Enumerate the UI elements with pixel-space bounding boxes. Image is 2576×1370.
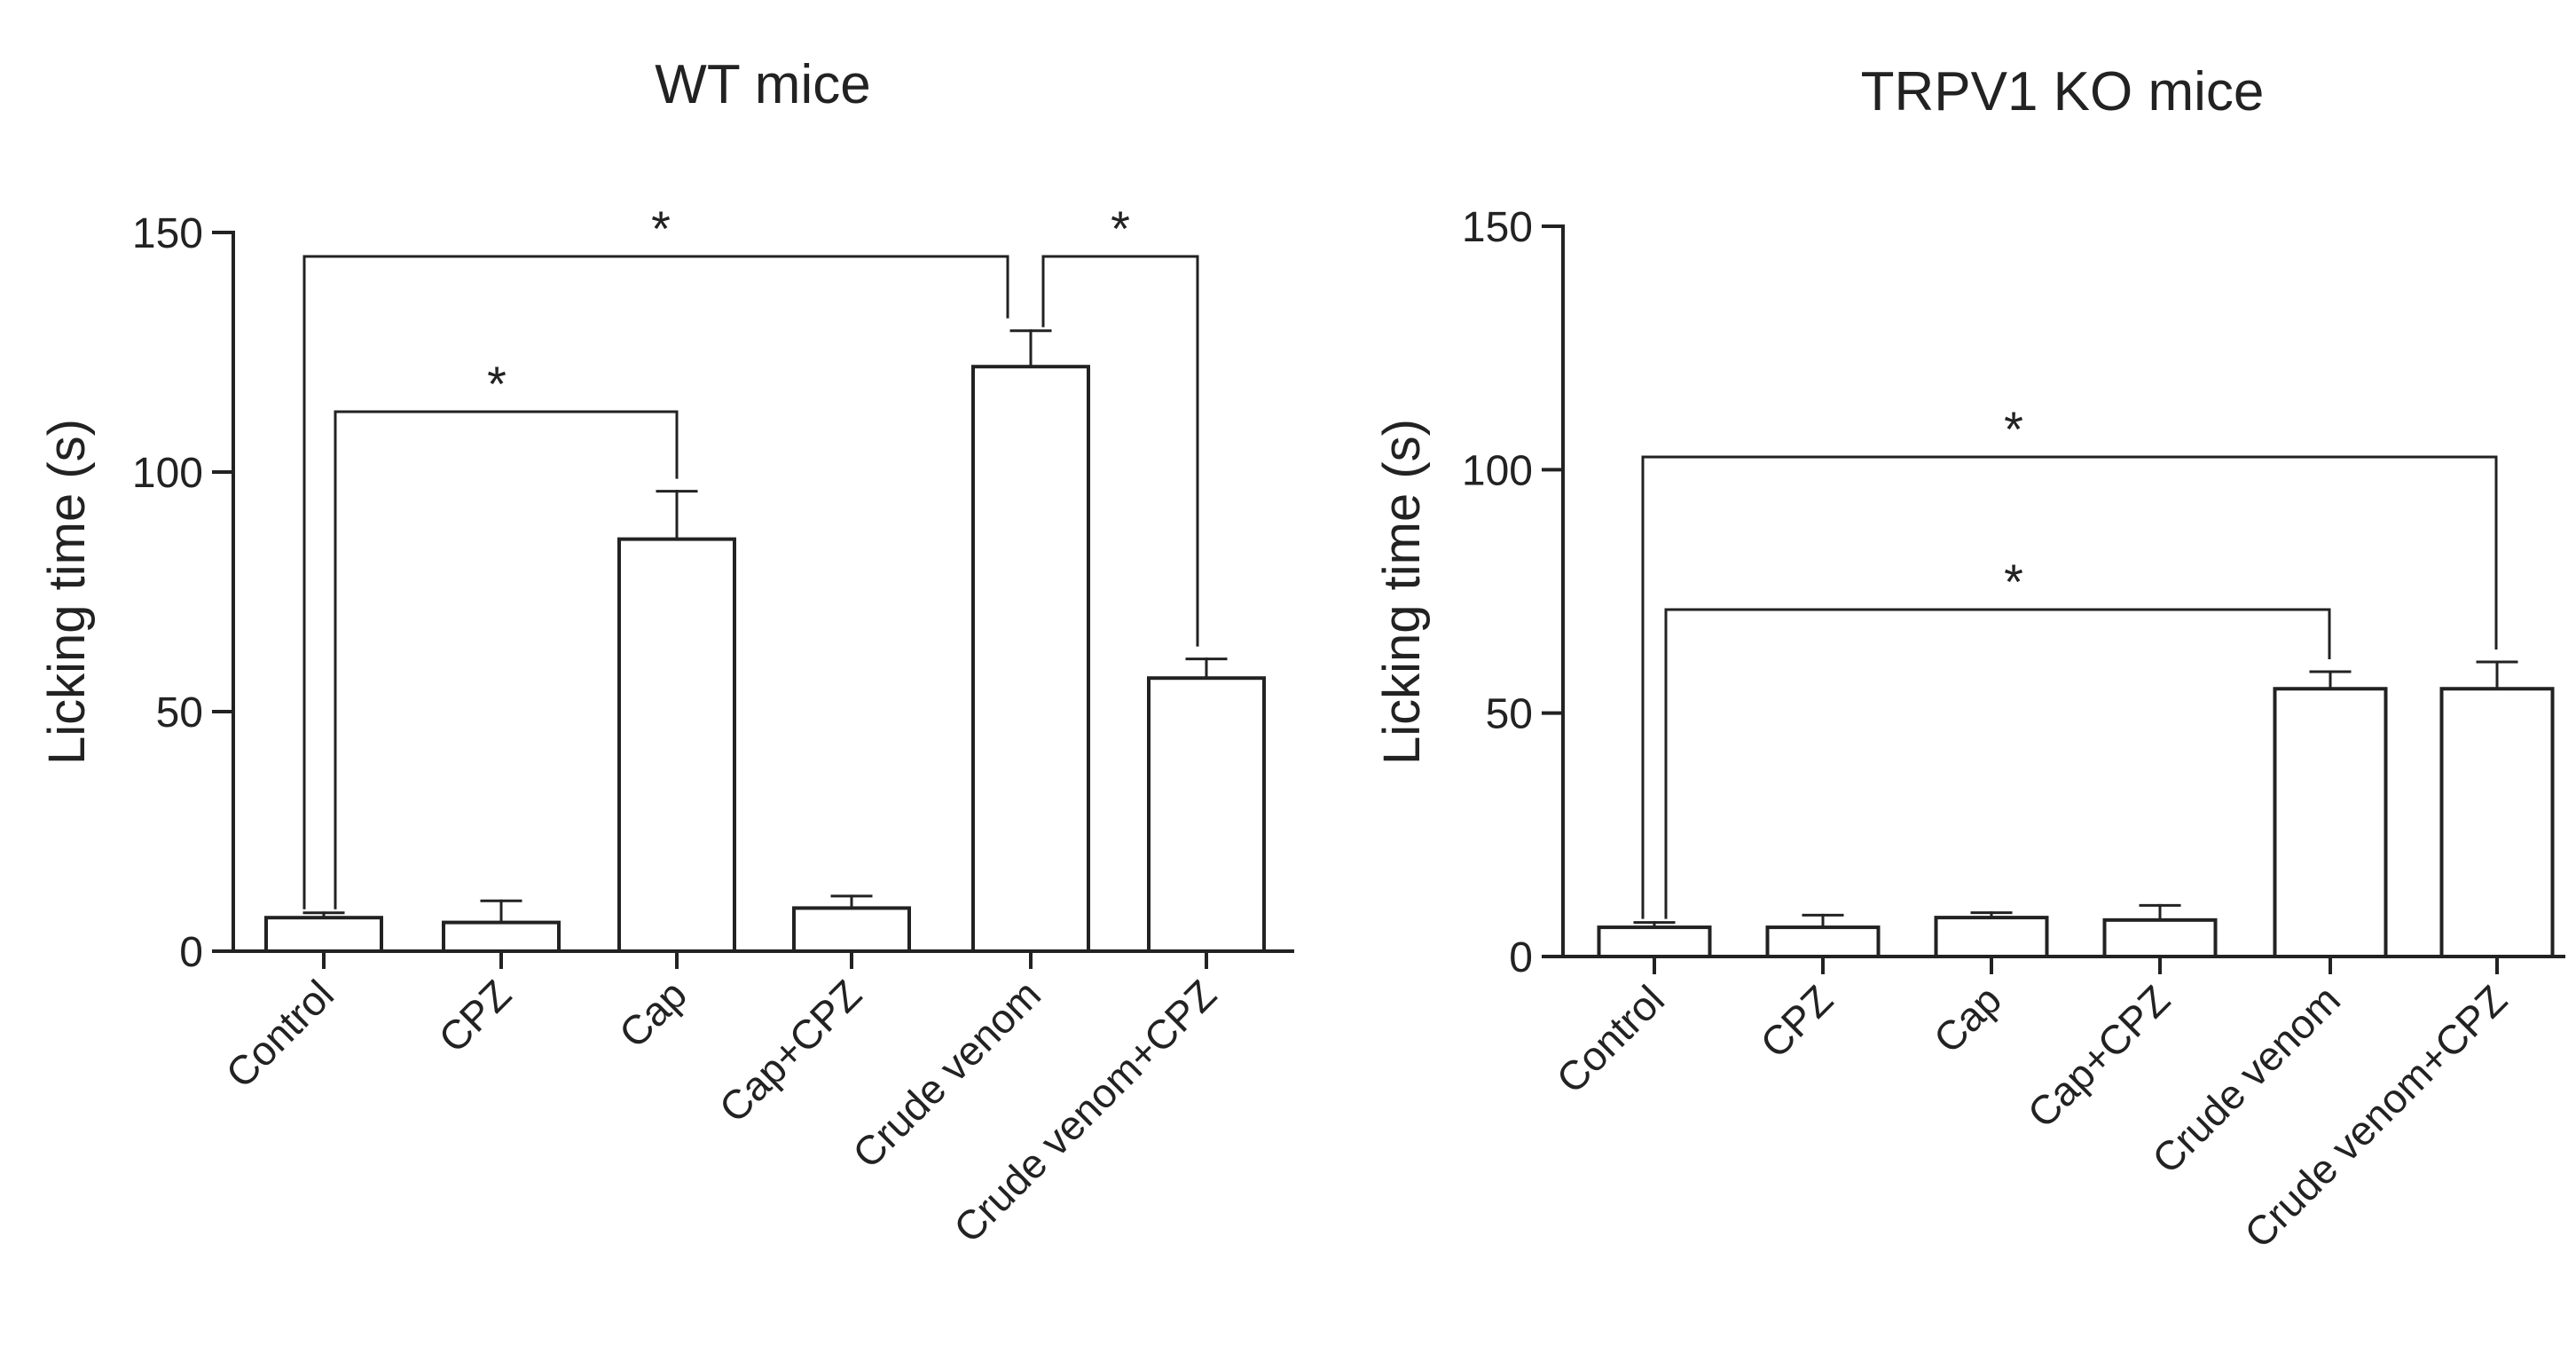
bar-crude-venom-cpz <box>2439 687 2555 958</box>
bar-crude-venom <box>2273 687 2388 958</box>
y-tick-label: 100 <box>1462 447 1533 494</box>
y-tick-label: 150 <box>132 210 203 257</box>
x-tick-label-cap: Cap <box>1925 976 2010 1061</box>
x-tick-label-control: Control <box>216 971 342 1097</box>
significance-star: * <box>651 201 671 256</box>
x-tick-label-cap-cpz: Cap+CPZ <box>2019 976 2179 1136</box>
bar-cap-cpz <box>2102 917 2218 958</box>
y-tick-label: 50 <box>1486 691 1533 738</box>
chart-title: WT mice <box>655 54 870 115</box>
significance-bracket <box>1664 608 2331 919</box>
y-tick-label: 100 <box>132 450 203 497</box>
chart-trpv1-ko-mice: TRPV1 KO mice Licking time (s) 0 50 100 150 Co… <box>1373 61 2565 1256</box>
significance-bracket <box>334 410 679 909</box>
bar-control <box>1597 925 1712 958</box>
significance-star: * <box>1111 201 1130 256</box>
x-tick-label-control: Control <box>1547 976 1673 1102</box>
y-tick-label: 0 <box>179 929 203 976</box>
significance-star: * <box>487 356 507 412</box>
significance-star: * <box>2004 554 2023 610</box>
y-axis-label: Licking time (s) <box>38 419 96 765</box>
significance-star: * <box>2004 401 2023 457</box>
significance-bracket <box>1041 255 1199 647</box>
bar-cpz <box>1765 925 1881 958</box>
bar-cap-cpz <box>792 906 911 954</box>
y-tick-label: 50 <box>156 689 203 736</box>
bar-control <box>264 916 383 953</box>
y-tick-label: 0 <box>1509 934 1533 981</box>
x-tick-label-cpz: CPZ <box>429 971 520 1061</box>
x-tick-label-cap-cpz: Cap+CPZ <box>711 971 870 1130</box>
chart-wt-mice: WT mice Licking time (s) 0 50 100 150 Control C… <box>38 54 1294 1251</box>
chart-title: TRPV1 KO mice <box>1861 61 2265 122</box>
y-tick-label: 150 <box>1462 204 1533 251</box>
bar-cap <box>617 537 736 953</box>
bar-cpz <box>442 920 561 953</box>
bar-crude-venom <box>971 365 1090 953</box>
bar-crude-venom-cpz <box>1147 676 1266 953</box>
y-axis-label: Licking time (s) <box>1373 419 1431 765</box>
bar-cap <box>1934 916 2049 959</box>
x-tick-label-cap: Cap <box>610 971 695 1056</box>
significance-bracket <box>1641 455 2498 919</box>
significance-bracket <box>302 255 1009 909</box>
x-tick-label-cpz: CPZ <box>1751 976 1842 1067</box>
